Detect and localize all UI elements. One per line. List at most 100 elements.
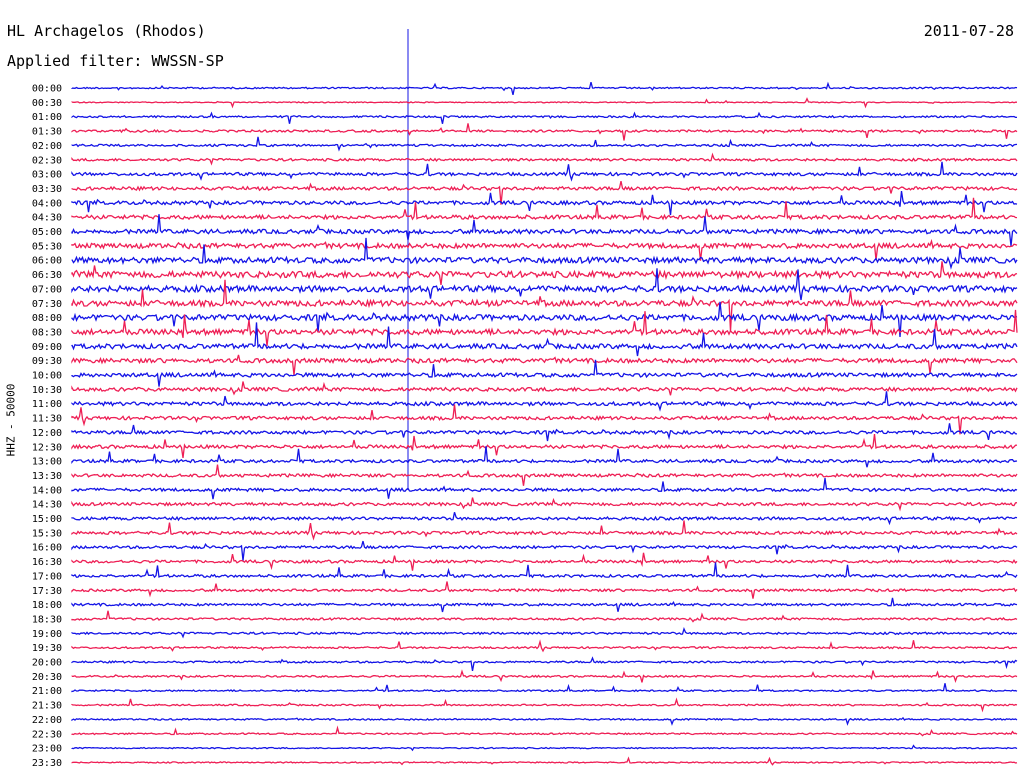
trace-row-0430 — [71, 197, 1018, 221]
trace-row-1930 — [71, 639, 1018, 653]
trace-row-0230 — [71, 152, 1018, 166]
time-tick-label: 07:00 — [32, 284, 62, 295]
trace-row-0730 — [71, 279, 1018, 332]
trace-row-1630 — [71, 552, 1018, 571]
time-tick-label: 07:30 — [32, 299, 62, 310]
time-tick-label: 01:00 — [32, 112, 62, 123]
time-tick-label: 00:30 — [32, 98, 62, 109]
trace-row-2330 — [71, 756, 1018, 766]
time-tick-label: 23:00 — [32, 744, 62, 755]
trace-row-1400 — [71, 478, 1018, 500]
trace-row-0700 — [71, 268, 1018, 301]
time-tick-label: 06:00 — [32, 256, 62, 267]
time-tick-label: 09:30 — [32, 356, 62, 367]
trace-row-1600 — [71, 540, 1018, 561]
time-tick-label: 06:30 — [32, 270, 62, 281]
time-tick-label: 05:00 — [32, 227, 62, 238]
time-tick-label: 08:00 — [32, 313, 62, 324]
trace-row-1500 — [71, 512, 1018, 526]
trace-row-1800 — [71, 597, 1018, 613]
trace-row-1530 — [71, 520, 1018, 541]
time-tick-label: 05:30 — [32, 241, 62, 252]
time-tick-label: 21:00 — [32, 686, 62, 697]
trace-row-0830 — [71, 309, 1018, 346]
time-tick-label: 16:30 — [32, 557, 62, 568]
time-tick-label: 19:30 — [32, 643, 62, 654]
time-tick-label: 20:30 — [32, 672, 62, 683]
time-tick-label: 23:30 — [32, 758, 62, 769]
trace-row-0930 — [71, 354, 1018, 376]
time-tick-label: 13:00 — [32, 457, 62, 468]
trace-row-1700 — [71, 562, 1018, 579]
time-tick-label: 15:00 — [32, 514, 62, 525]
trace-row-1130 — [71, 404, 1018, 435]
trace-row-2230 — [71, 725, 1018, 737]
time-tick-label: 01:30 — [32, 127, 62, 138]
trace-row-1200 — [71, 423, 1018, 442]
trace-row-1900 — [71, 627, 1018, 639]
trace-row-2030 — [71, 669, 1018, 684]
trace-row-1030 — [71, 381, 1018, 396]
trace-row-1830 — [71, 610, 1018, 623]
time-tick-label: 02:30 — [32, 155, 62, 166]
trace-row-0130 — [71, 123, 1018, 141]
trace-row-0200 — [71, 136, 1018, 152]
trace-row-1230 — [71, 434, 1018, 458]
time-tick-label: 17:30 — [32, 586, 62, 597]
filter-label: Applied filter: WWSSN-SP — [7, 52, 224, 70]
time-tick-label: 04:30 — [32, 213, 62, 224]
time-tick-label: 10:00 — [32, 371, 62, 382]
time-tick-label: 22:00 — [32, 715, 62, 726]
time-tick-label: 02:00 — [32, 141, 62, 152]
time-tick-label: 15:30 — [32, 528, 62, 539]
trace-row-0900 — [71, 322, 1018, 357]
time-tick-label: 22:30 — [32, 729, 62, 740]
trace-row-0400 — [71, 191, 1018, 216]
trace-row-1730 — [71, 581, 1018, 599]
trace-row-1300 — [71, 446, 1018, 468]
trace-row-2000 — [71, 656, 1018, 672]
time-tick-label: 10:30 — [32, 385, 62, 396]
trace-row-0630 — [71, 261, 1018, 285]
time-tick-label: 17:00 — [32, 571, 62, 582]
time-tick-label: 04:00 — [32, 198, 62, 209]
time-tick-label: 12:00 — [32, 428, 62, 439]
time-tick-label: 03:30 — [32, 184, 62, 195]
trace-row-1330 — [71, 464, 1018, 486]
time-tick-label: 11:30 — [32, 414, 62, 425]
time-tick-label: 21:30 — [32, 701, 62, 712]
time-tick-label: 12:30 — [32, 442, 62, 453]
trace-row-0530 — [71, 238, 1018, 261]
trace-row-1000 — [71, 359, 1018, 387]
trace-row-1100 — [71, 391, 1018, 412]
trace-row-2200 — [71, 716, 1018, 726]
time-tick-label: 03:00 — [32, 170, 62, 181]
time-tick-label: 14:30 — [32, 500, 62, 511]
trace-row-0800 — [71, 301, 1018, 337]
date-label: 2011-07-28 — [923, 22, 1014, 40]
trace-row-0030 — [71, 97, 1017, 109]
time-tick-label: 11:00 — [32, 399, 62, 410]
trace-row-2130 — [71, 697, 1018, 713]
trace-row-0000 — [71, 81, 1018, 96]
time-tick-label: 13:30 — [32, 471, 62, 482]
time-tick-label: 18:30 — [32, 614, 62, 625]
time-tick-label: 20:00 — [32, 658, 62, 669]
station-title: HL Archagelos (Rhodos) — [7, 22, 206, 40]
trace-row-2100 — [71, 683, 1018, 693]
trace-row-0330 — [71, 180, 1018, 205]
trace-row-0600 — [71, 237, 1018, 270]
time-tick-label: 09:00 — [32, 342, 62, 353]
time-tick-label: 14:00 — [32, 485, 62, 496]
trace-row-2300 — [71, 744, 1018, 752]
trace-row-0500 — [71, 214, 1018, 247]
trace-row-1430 — [71, 497, 1018, 512]
time-tick-label: 18:00 — [32, 600, 62, 611]
time-tick-label: 00:00 — [32, 84, 62, 95]
trace-row-0300 — [71, 161, 1018, 182]
time-tick-label: 19:00 — [32, 629, 62, 640]
time-tick-label: 16:00 — [32, 543, 62, 554]
time-tick-label: 08:30 — [32, 327, 62, 338]
